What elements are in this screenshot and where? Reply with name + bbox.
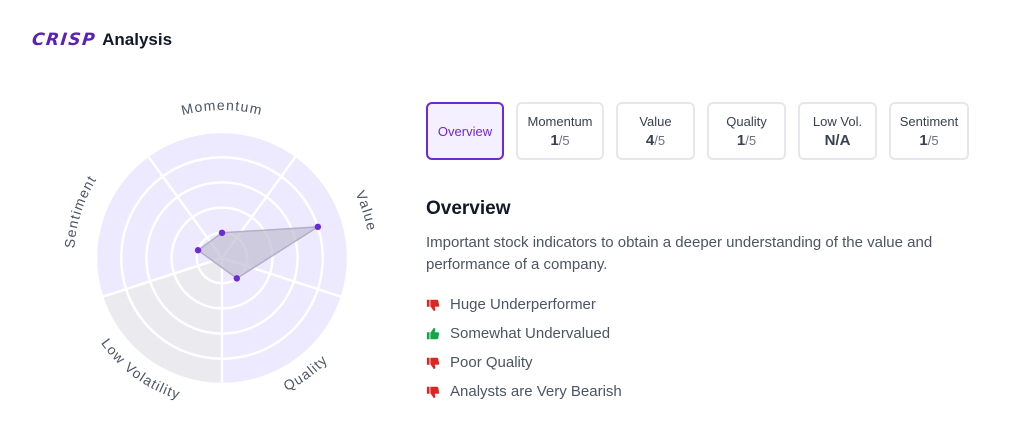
radar-point [314,223,322,231]
radar-axis-label: Sentiment [61,172,99,249]
radar-point [218,229,226,236]
tab-score: 1/5 [736,131,757,149]
tab-overview[interactable]: Overview [426,102,504,160]
section-title: Overview [426,198,511,219]
section-description: Important stock indicators to obtain a d… [426,234,933,273]
tab-score: N/A [824,131,851,149]
score-tabs: Overview Momentum 1/5 Value 4/5 Quality … [426,102,969,160]
thumbs-down-icon [426,357,440,369]
indicator-text: Analysts are Very Bearish [450,383,622,400]
tab-score: 1/5 [550,131,570,149]
radar-point [233,275,241,282]
list-item: Analysts are Very Bearish [426,377,986,406]
tab-score: 4/5 [645,131,666,149]
thumbs-up-icon [426,327,440,339]
tab-label: Momentum [527,113,593,129]
tab-sentiment[interactable]: Sentiment 1/5 [889,102,969,160]
thumbs-down-icon [426,386,440,398]
radar-sector [222,258,342,384]
page-title: Analysis [102,30,173,49]
tab-label: Value [639,113,672,129]
app-header: CRISP Analysis [30,30,173,50]
tab-label: Overview [437,123,493,139]
thumbs-down-icon [426,299,440,311]
list-item: Huge Underperformer [426,290,986,319]
indicator-text: Somewhat Undervalued [450,325,611,342]
indicator-text: Poor Quality [450,354,533,371]
list-item: Poor Quality [426,348,986,377]
radar-divider [101,256,223,299]
tab-quality[interactable]: Quality 1/5 [707,102,786,160]
indicator-list: Huge Underperformer Somewhat Undervalued… [426,290,986,406]
crisp-logo: CRISP [30,30,98,50]
radar-point [194,247,202,254]
tab-score: 1/5 [919,131,939,149]
radar-axis-label: Momentum [180,97,265,118]
tab-label: Quality [726,113,767,129]
tab-value[interactable]: Value 4/5 [616,102,695,160]
tab-label: Sentiment [899,113,959,129]
radar-axis-label: Value [352,188,380,233]
tab-momentum[interactable]: Momentum 1/5 [516,102,604,160]
tab-low-volatility[interactable]: Low Vol. N/A [798,102,877,160]
list-item: Somewhat Undervalued [426,319,986,348]
radar-sector [96,156,222,297]
indicator-text: Huge Underperformer [450,296,596,313]
radar-sector [102,258,222,384]
tab-label: Low Vol. [812,113,863,129]
overview-panel: Overview Important stock indicators to o… [426,198,986,406]
